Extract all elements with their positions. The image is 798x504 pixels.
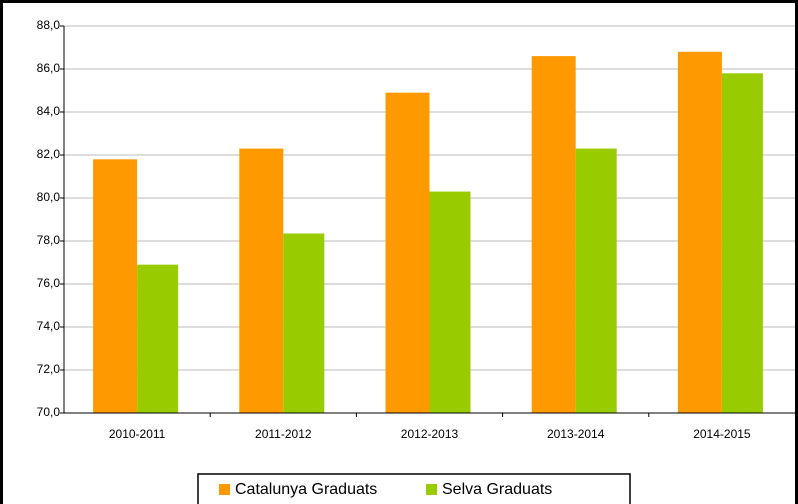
x-tick-label: 2010-2011	[109, 427, 166, 441]
y-tick-label: 86,0	[37, 61, 61, 75]
x-tick-label: 2013-2014	[547, 427, 605, 441]
y-tick-label: 76,0	[37, 276, 61, 290]
bar	[575, 148, 617, 414]
bar	[385, 92, 430, 414]
bar	[93, 159, 138, 413]
y-tick-label: 74,0	[37, 319, 61, 333]
bar	[283, 233, 325, 413]
y-tick-label: 72,0	[37, 362, 61, 376]
bar	[531, 56, 576, 413]
y-tick-label: 70,0	[37, 405, 61, 419]
legend-box	[197, 473, 631, 504]
legend-swatch	[219, 484, 230, 495]
legend-label: Catalunya Graduats	[235, 481, 377, 498]
x-tick-label: 2012-2013	[401, 427, 459, 441]
y-tick-label: 84,0	[37, 104, 61, 118]
x-tick-label: 2014-2015	[693, 427, 751, 441]
x-tick-label: 2011-2012	[255, 427, 312, 441]
legend-label: Selva Graduats	[442, 481, 552, 498]
y-tick-label: 78,0	[37, 233, 61, 247]
bar	[721, 73, 763, 414]
legend-swatch	[426, 484, 437, 495]
y-tick-label: 80,0	[37, 190, 61, 204]
bar	[429, 191, 471, 413]
bar	[239, 148, 284, 414]
y-tick-label: 88,0	[37, 18, 61, 32]
bar	[677, 51, 722, 414]
bar	[137, 264, 179, 413]
y-tick-label: 82,0	[37, 147, 61, 161]
